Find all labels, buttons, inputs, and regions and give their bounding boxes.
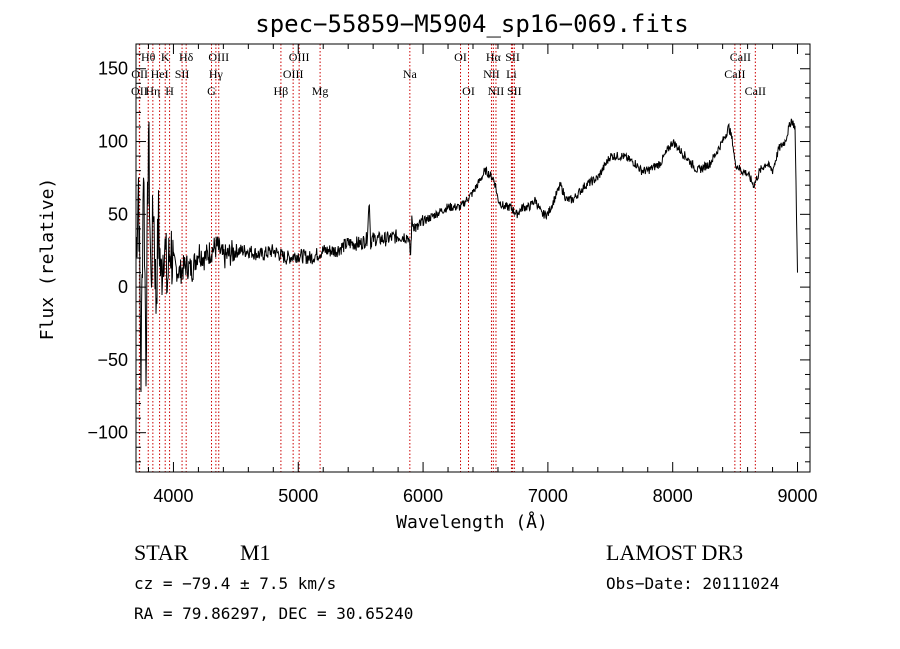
emission-line-label: OII [131,67,148,81]
chart-title: spec−55859−M5904_sp16−069.fits [255,10,688,38]
emission-line-label: H [165,84,174,98]
emission-line-label: G [207,84,216,98]
emission-line-label: Hβ [274,84,289,98]
emission-line-label: OII [131,84,148,98]
emission-line-label: NII [488,84,505,98]
plot-frame [135,43,811,473]
survey-name: LAMOST DR3 [606,540,743,565]
x-tick-label: 7000 [528,486,568,506]
emission-line-markers [138,44,756,472]
y-tick-label: −100 [87,423,128,443]
emission-line-label: SII [175,67,190,81]
flux-series [135,118,798,393]
x-tick-label: 8000 [653,486,693,506]
emission-line-label: K [161,50,170,64]
y-axis-ticks: −100 −50 0 50 100 150 [87,53,810,463]
emission-line-label: Hα [486,50,502,64]
emission-line-label: HeI [151,67,169,81]
object-subclass: M1 [240,540,271,565]
ra-dec-coordinates: RA = 79.86297, DEC = 30.65240 [134,604,413,623]
emission-line-label: OIII [208,50,229,64]
emission-line-label: Na [403,67,418,81]
emission-line-label: Hδ [179,50,194,64]
emission-line-label: Hγ [209,67,224,81]
x-tick-label: 9000 [777,486,817,506]
redshift-cz: cz = −79.4 ± 7.5 km/s [134,574,336,593]
emission-line-label: Mg [312,84,329,98]
emission-line-label: Hη [145,84,160,98]
object-class: STAR [134,540,189,565]
y-tick-label: −50 [97,350,128,370]
emission-line-label: SII [505,50,520,64]
emission-line-label: NII [483,67,500,81]
y-tick-label: 150 [98,59,128,79]
x-axis-ticks: 4000 5000 6000 7000 8000 9000 [147,44,818,506]
y-tick-label: 100 [98,132,128,152]
emission-line-label: OIII [289,50,310,64]
emission-line-label: CaII [724,67,745,81]
x-tick-label: 4000 [153,486,193,506]
x-tick-label: 5000 [278,486,318,506]
emission-line-label: CaII [745,84,766,98]
emission-line-label: Hθ [141,50,156,64]
x-axis-label: Wavelength (Å) [396,511,548,533]
emission-line-label: Li [506,67,517,81]
y-axis-label: Flux (relative) [37,178,58,341]
observation-date: Obs−Date: 20111024 [606,574,779,593]
emission-line-label: OI [454,50,467,64]
emission-line-label: CaII [730,50,751,64]
emission-line-label: OIII [283,67,304,81]
emission-line-label: SII [507,84,522,98]
flux-line [135,118,798,393]
x-tick-label: 6000 [403,486,443,506]
y-tick-label: 50 [108,204,128,224]
emission-line-label: OI [462,84,475,98]
y-tick-label: 0 [118,277,128,297]
